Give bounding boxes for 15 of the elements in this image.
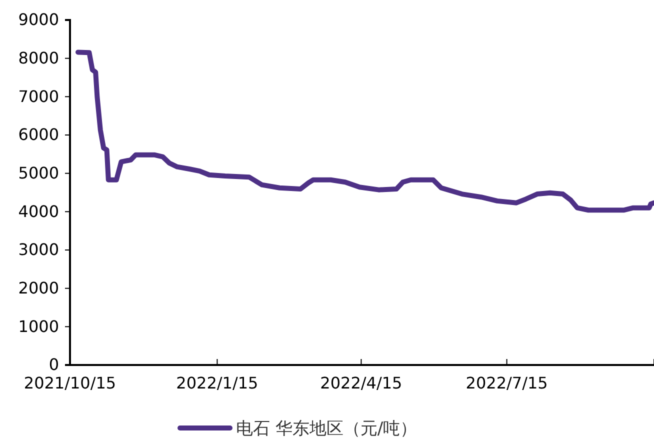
y-tick-label: 0 (48, 355, 59, 374)
x-tick-label: 2022/4/15 (320, 373, 402, 392)
y-tick-label: 3000 (18, 240, 59, 260)
y-tick-label: 1000 (18, 316, 59, 336)
y-tick-label: 6000 (18, 125, 59, 144)
x-tick-label: 2022/1/15 (176, 373, 258, 392)
y-tick-label: 2000 (18, 278, 59, 298)
y-tick-label: 9000 (18, 10, 59, 30)
y-tick-label: 7000 (18, 86, 59, 106)
x-tick-label: 2021/10/15 (24, 373, 116, 392)
y-tick-label: 8000 (18, 48, 59, 68)
y-tick-label: 5000 (18, 163, 59, 182)
y-tick-label: 4000 (18, 202, 59, 221)
x-tick-label: 2022/7/15 (466, 373, 548, 392)
legend-label: 电石 华东地区（元/吨） (236, 418, 418, 439)
